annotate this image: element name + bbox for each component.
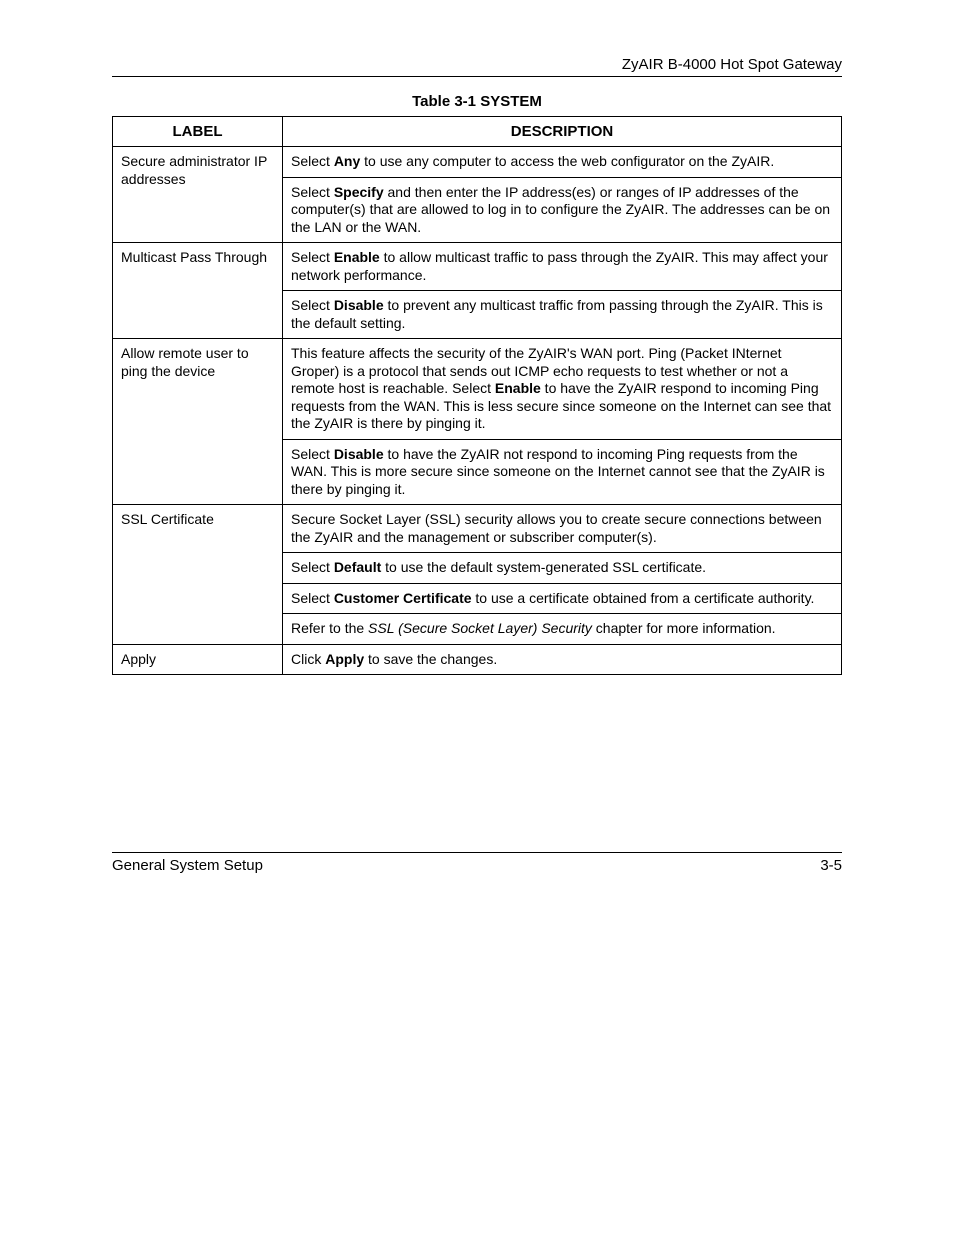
description-paragraph: Select Disable to have the ZyAIR not res…	[283, 439, 841, 505]
text-run: to save the changes.	[364, 651, 497, 667]
footer-rule: General System Setup 3-5	[112, 852, 842, 874]
description-cell: Click Apply to save the changes.	[283, 644, 842, 675]
table-row: SSL CertificateSecure Socket Layer (SSL)…	[113, 505, 842, 645]
text-run: Secure Socket Layer (SSL) security allow…	[291, 511, 822, 545]
table-header-row: LABEL DESCRIPTION	[113, 117, 842, 147]
table-body: Secure administrator IP addressesSelect …	[113, 147, 842, 675]
doc-title: ZyAIR B-4000 Hot Spot Gateway	[112, 56, 842, 73]
text-run: to use a certificate obtained from a cer…	[472, 590, 815, 606]
description-paragraph: Secure Socket Layer (SSL) security allow…	[283, 505, 841, 552]
header-rule: ZyAIR B-4000 Hot Spot Gateway	[112, 56, 842, 77]
text-run: Apply	[325, 651, 364, 667]
text-run: Select	[291, 590, 334, 606]
text-run: Disable	[334, 297, 384, 313]
description-paragraph: This feature affects the security of the…	[283, 339, 841, 439]
description-paragraph: Select Default to use the default system…	[283, 552, 841, 583]
text-run: Select	[291, 297, 334, 313]
text-run: Select	[291, 559, 334, 575]
text-run: Specify	[334, 184, 384, 200]
label-cell: Secure administrator IP addresses	[113, 147, 283, 243]
footer-section: General System Setup	[112, 857, 263, 874]
label-cell: SSL Certificate	[113, 505, 283, 645]
text-run: to use any computer to access the web co…	[360, 153, 774, 169]
table-row: ApplyClick Apply to save the changes.	[113, 644, 842, 675]
description-cell: Select Enable to allow multicast traffic…	[283, 243, 842, 339]
text-run: to use the default system-generated SSL …	[381, 559, 706, 575]
text-run: Select	[291, 184, 334, 200]
description-cell: This feature affects the security of the…	[283, 339, 842, 505]
description-paragraph: Select Enable to allow multicast traffic…	[283, 243, 841, 290]
text-run: Default	[334, 559, 381, 575]
text-run: Disable	[334, 446, 384, 462]
col-header-description: DESCRIPTION	[283, 117, 842, 147]
description-paragraph: Select Specify and then enter the IP add…	[283, 177, 841, 243]
text-run: Click	[291, 651, 325, 667]
footer-page: 3-5	[820, 857, 842, 874]
page: ZyAIR B-4000 Hot Spot Gateway Table 3-1 …	[0, 0, 954, 1235]
label-cell: Allow remote user to ping the device	[113, 339, 283, 505]
text-run: Enable	[334, 249, 380, 265]
description-paragraph: Refer to the SSL (Secure Socket Layer) S…	[283, 613, 841, 644]
description-cell: Secure Socket Layer (SSL) security allow…	[283, 505, 842, 645]
table-row: Allow remote user to ping the deviceThis…	[113, 339, 842, 505]
description-paragraph: Select Customer Certificate to use a cer…	[283, 583, 841, 614]
table-row: Multicast Pass ThroughSelect Enable to a…	[113, 243, 842, 339]
description-paragraph: Select Any to use any computer to access…	[283, 147, 841, 177]
system-table: LABEL DESCRIPTION Secure administrator I…	[112, 116, 842, 675]
table-row: Secure administrator IP addressesSelect …	[113, 147, 842, 243]
footer: General System Setup 3-5	[112, 852, 842, 874]
text-run: Refer to the	[291, 620, 368, 636]
text-run: Select	[291, 249, 334, 265]
col-header-label: LABEL	[113, 117, 283, 147]
text-run: Any	[334, 153, 360, 169]
text-run: chapter for more information.	[592, 620, 776, 636]
description-cell: Select Any to use any computer to access…	[283, 147, 842, 243]
table-caption: Table 3-1 SYSTEM	[112, 93, 842, 110]
description-paragraph: Click Apply to save the changes.	[283, 645, 841, 675]
text-run: Enable	[495, 380, 541, 396]
text-run: SSL (Secure Socket Layer) Security	[368, 620, 592, 636]
description-paragraph: Select Disable to prevent any multicast …	[283, 290, 841, 338]
text-run: Select	[291, 153, 334, 169]
text-run: Customer Certificate	[334, 590, 472, 606]
label-cell: Multicast Pass Through	[113, 243, 283, 339]
text-run: Select	[291, 446, 334, 462]
label-cell: Apply	[113, 644, 283, 675]
